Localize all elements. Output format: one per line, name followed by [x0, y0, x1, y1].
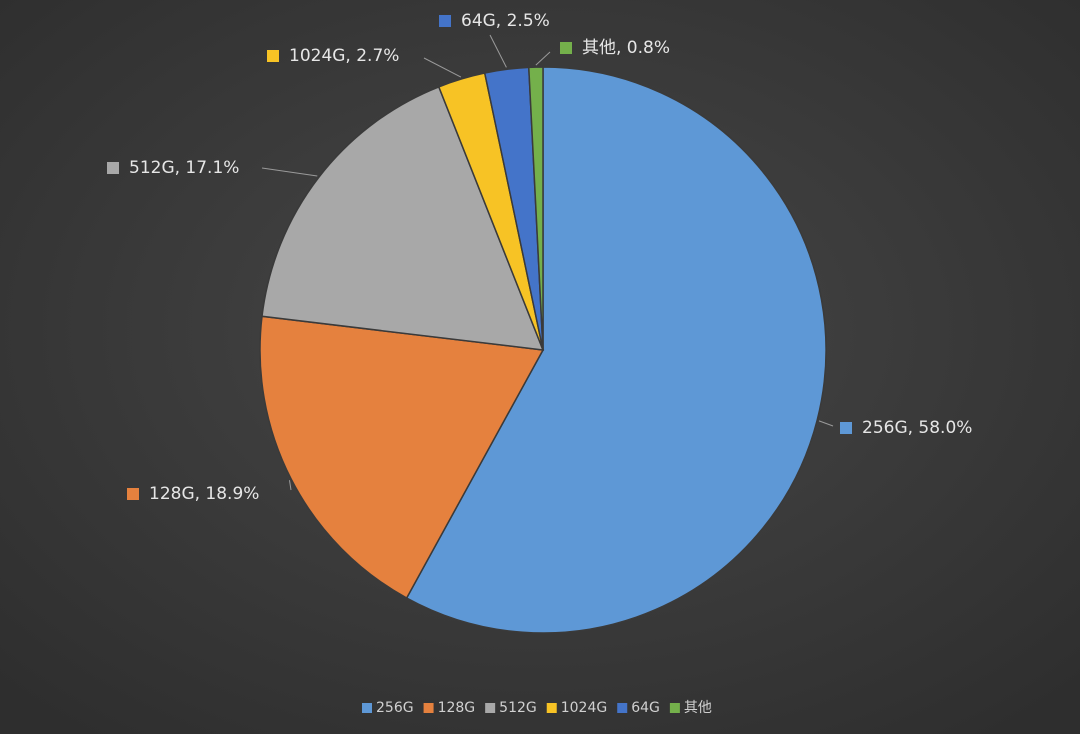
legend-label: 128G — [438, 700, 476, 716]
label-swatch — [840, 422, 852, 434]
data-label: 256G, 58.0% — [862, 418, 972, 438]
legend-swatch — [617, 703, 628, 713]
data-label: 1024G, 2.7% — [289, 46, 399, 66]
leader-line — [818, 420, 834, 427]
pie-slice — [527, 66, 544, 351]
legend-swatch — [669, 703, 680, 713]
label-swatch — [560, 42, 572, 54]
legend-label: 512G — [499, 700, 537, 716]
leader-line — [288, 480, 292, 491]
data-label: 其他, 0.8% — [582, 38, 670, 58]
legend-label: 64G — [631, 700, 660, 716]
pie-slice — [261, 85, 545, 351]
legend-label: 1024G — [561, 700, 607, 716]
label-swatch — [439, 15, 451, 27]
leader-line — [489, 34, 507, 68]
data-label: 64G, 2.5% — [461, 11, 550, 31]
label-swatch — [107, 162, 119, 174]
legend-swatch — [485, 703, 496, 713]
label-swatch — [127, 488, 139, 500]
data-label: 128G, 18.9% — [149, 484, 259, 504]
label-swatch — [267, 50, 279, 62]
legend-swatch — [423, 703, 434, 713]
leader-line — [535, 51, 551, 66]
legend-label: 256G — [376, 700, 414, 716]
leader-line — [261, 167, 318, 177]
data-label: 512G, 17.1% — [129, 158, 239, 178]
legend-swatch — [546, 703, 557, 713]
legend-swatch — [362, 703, 372, 713]
pie-slice — [259, 315, 545, 600]
pie-slice — [405, 66, 827, 634]
leader-line — [423, 57, 462, 78]
legend-label: 其他 — [684, 700, 712, 716]
